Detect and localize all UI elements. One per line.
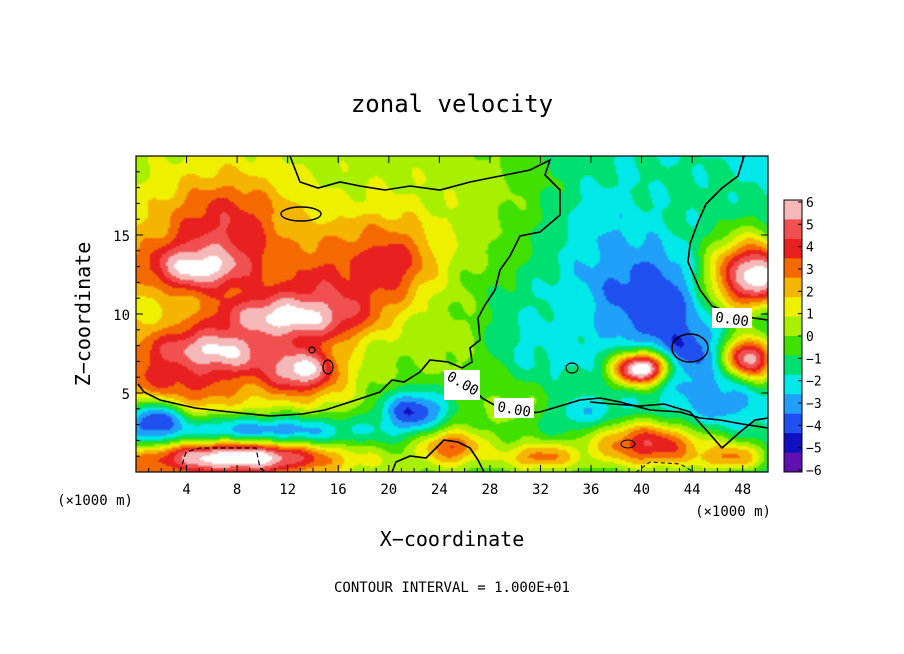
x-tick-label: 24 [431,482,448,498]
colorbar-tick-label: −2 [806,375,822,390]
colorbar-tick-label: 6 [806,196,814,211]
zero-contour-loop-6 [620,439,636,449]
colorbar-tick-label: 1 [806,308,814,323]
colorbar-tick-label: 3 [806,263,814,278]
colorbar-segment [784,316,802,337]
colorbar-tick-label: −3 [806,397,822,412]
colorbar-segment [784,374,802,395]
colorbar-segment [784,433,802,454]
x-left-unit-label: (×1000 m) [57,493,133,509]
colorbar: 6 5 4 3 2 1 0 −1 −2 −3 −4 −5 −6 [783,196,822,479]
y-tick-label: 15 [113,229,130,245]
colorbar-segment [784,200,802,220]
colorbar-tick-label: 0 [806,330,814,345]
x-tick-label: 32 [532,482,549,498]
x-tick-label: 12 [279,482,296,498]
contour-labels: 0.00 0.00 0.00 [444,308,752,421]
zero-contour-bottom [391,439,485,472]
x-axis-ticks: 4 8 12 16 20 24 28 32 36 40 44 48 [148,156,756,498]
y-axis-label: Z−coordinate [71,242,95,387]
colorbar-tick-label: −1 [806,352,822,367]
y-axis-ticks: 5 10 15 [113,171,768,457]
x-axis-label: X−coordinate [380,527,525,551]
x-tick-label: 4 [182,482,190,498]
colorbar-segment [784,355,802,376]
colorbar-tick-label: 2 [806,285,814,300]
heatmap-area [136,156,768,472]
zero-contour-loop-4 [565,362,579,374]
x-tick-label: 28 [481,482,498,498]
zero-contour-loop-5 [308,346,316,354]
colorbar-segment [784,336,802,356]
x-tick-label: 36 [583,482,600,498]
colorbar-segment [784,277,802,298]
x-tick-label: 44 [684,482,701,498]
x-tick-label: 8 [233,482,241,498]
zero-contour-loop-3 [322,359,334,375]
x-right-unit-label: (×1000 m) [695,504,771,520]
colorbar-segment [784,258,802,279]
negative-contour-dashed-right [635,461,695,472]
colorbar-segment [784,413,802,434]
chart-title: zonal velocity [351,90,553,118]
colorbar-tick-label: −5 [806,442,822,457]
zero-contour-main [137,156,561,417]
colorbar-tick-label: −4 [806,419,822,434]
colorbar-tick-label: 5 [806,218,814,233]
colorbar-segment [784,238,802,259]
y-tick-label: 5 [122,387,130,403]
zero-contour-lower [461,369,768,429]
zero-contour-loop-1 [280,206,322,222]
zero-contour-right-lower [589,401,768,450]
zero-contour-loop-2 [671,333,709,363]
colorbar-tick-label: 4 [806,241,814,256]
negative-contour-dashed [179,447,267,472]
velocity-field-image [136,156,768,472]
x-tick-label: 20 [380,482,397,498]
y-tick-label: 10 [113,308,130,324]
colorbar-tick-label: −6 [806,464,822,479]
colorbar-segment [784,452,802,473]
contour-label: 0.00 [496,399,532,421]
colorbar-segment [784,219,802,240]
x-tick-label: 40 [633,482,650,498]
contour-interval-text: CONTOUR INTERVAL = 1.000E+01 [334,580,570,596]
contour-label: 0.00 [714,310,750,331]
colorbar-segment [784,394,802,415]
x-tick-label: 16 [330,482,347,498]
colorbar-segment [784,297,802,318]
x-tick-label: 48 [734,482,751,498]
